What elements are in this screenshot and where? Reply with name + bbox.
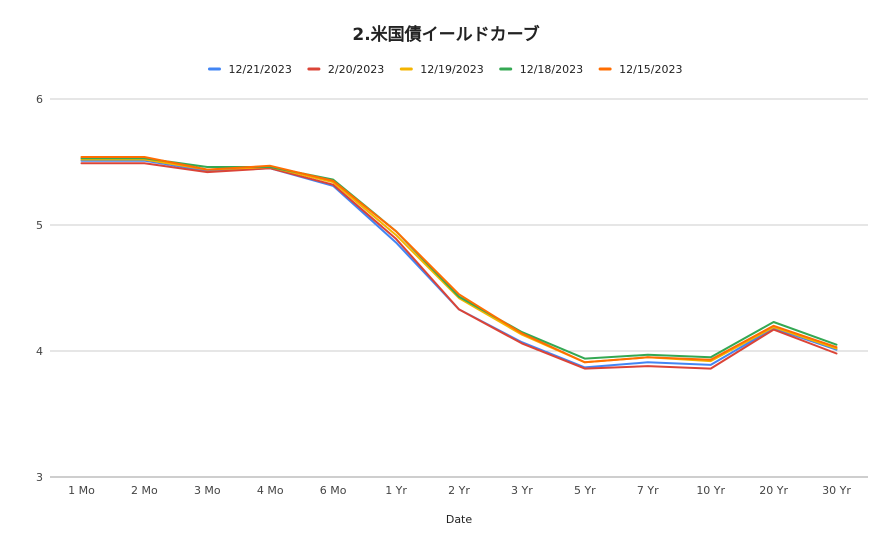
legend-item[interactable]: 12/18/2023 <box>499 63 583 76</box>
legend-label: 12/15/2023 <box>619 63 682 76</box>
legend-label: 2/20/2023 <box>328 63 384 76</box>
x-tick-label: 6 Mo <box>320 484 347 497</box>
x-tick-label: 2 Yr <box>448 484 470 497</box>
y-tick-label: 3 <box>36 471 43 484</box>
y-tick-label: 4 <box>36 345 43 358</box>
y-tick-label: 5 <box>36 219 43 232</box>
x-tick-label: 4 Mo <box>257 484 284 497</box>
x-axis-ticks: 1 Mo 2 Mo 3 Mo 4 Mo 6 Mo 1 Yr 2 Yr 3 Yr 5 Yr 7 Yr… <box>68 484 851 497</box>
series-line-12-18-2023 <box>80 157 838 360</box>
legend: 12/21/2023 2/20/2023 12/19/2023 12/18/2023 1… <box>207 63 683 76</box>
x-tick-label: 30 Yr <box>822 484 851 497</box>
x-tick-label: 1 Yr <box>385 484 407 497</box>
gridlines <box>50 98 868 478</box>
x-tick-label: 20 Yr <box>759 484 788 497</box>
legend-item[interactable]: 12/21/2023 <box>207 63 292 76</box>
x-tick-label: 5 Yr <box>574 484 596 497</box>
x-tick-label: 2 Mo <box>131 484 158 497</box>
x-tick-label: 10 Yr <box>696 484 725 497</box>
x-tick-label: 1 Mo <box>68 484 95 497</box>
x-axis-label: Date <box>446 513 473 526</box>
y-axis-ticks: 3 4 5 6 <box>36 93 43 484</box>
chart-title: 2.米国債イールドカーブ <box>352 24 539 45</box>
series-lines <box>80 156 838 370</box>
legend-item[interactable]: 2/20/2023 <box>307 63 384 76</box>
series-line-12-19-2023 <box>80 158 838 364</box>
x-tick-label: 3 Yr <box>511 484 533 497</box>
legend-label: 12/18/2023 <box>520 63 583 76</box>
legend-label: 12/21/2023 <box>228 63 291 76</box>
series-line-12-21-2023 <box>80 159 838 369</box>
series-line-2-20-2023 <box>80 162 838 370</box>
series-line-12-15-2023 <box>80 156 838 364</box>
x-tick-label: 7 Yr <box>637 484 659 497</box>
legend-item[interactable]: 12/19/2023 <box>399 63 484 76</box>
legend-label: 12/19/2023 <box>420 63 483 76</box>
x-tick-label: 3 Mo <box>194 484 221 497</box>
legend-item[interactable]: 12/15/2023 <box>598 63 683 76</box>
y-tick-label: 6 <box>36 93 43 106</box>
